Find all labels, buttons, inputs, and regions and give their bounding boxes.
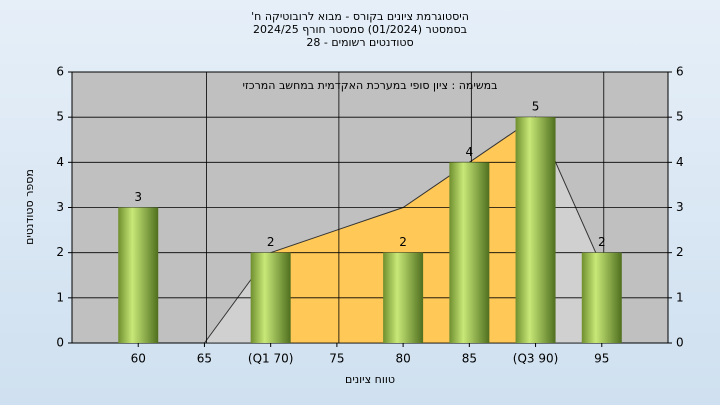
y-tick-label: 3 xyxy=(56,200,64,214)
x-tick-label: (Q1 70) xyxy=(248,352,294,366)
chart-title: היסטוגרמת ציונים בקורס - מבוא לרובוטיקה … xyxy=(251,10,469,23)
x-tick-label: 65 xyxy=(197,352,212,366)
y2-tick-label: 5 xyxy=(676,110,684,124)
chart-subtitle: בסמסטר (01/2024) סמסטר חורף 2024/25 xyxy=(253,23,467,36)
bar xyxy=(581,252,622,343)
y2-tick-label: 1 xyxy=(676,290,684,304)
y-axis-label: מספר סטודנטים xyxy=(23,169,36,245)
bar xyxy=(449,162,490,343)
data-label: 2 xyxy=(598,235,606,249)
bar xyxy=(118,207,159,343)
x-tick-label: 95 xyxy=(594,352,609,366)
data-label: 2 xyxy=(267,235,275,249)
x-tick-label: (Q3 90) xyxy=(513,352,559,366)
x-tick-label: 75 xyxy=(329,352,344,366)
y-tick-label: 2 xyxy=(56,245,64,259)
data-label: 2 xyxy=(399,235,407,249)
y-tick-label: 5 xyxy=(56,110,64,124)
y2-tick-label: 4 xyxy=(676,155,684,169)
y2-tick-label: 2 xyxy=(676,245,684,259)
data-label: 3 xyxy=(134,190,142,204)
y-tick-label: 6 xyxy=(56,65,64,79)
y2-tick-label: 3 xyxy=(676,200,684,214)
bar xyxy=(250,252,291,343)
bar xyxy=(383,252,424,343)
x-tick-label: 60 xyxy=(131,352,146,366)
x-axis-label: טווח ציונים xyxy=(345,373,395,386)
y-tick-label: 4 xyxy=(56,155,64,169)
annotation: במשימה : ציון סופי במערכת האקדמית במחשב … xyxy=(243,79,498,92)
y-tick-label: 0 xyxy=(56,336,64,350)
bar xyxy=(515,117,556,344)
chart-subtitle: סטודנטים רשומים - 28 xyxy=(306,36,413,49)
data-label: 4 xyxy=(466,145,474,159)
y-tick-label: 1 xyxy=(56,290,64,304)
data-label: 5 xyxy=(532,100,540,114)
y2-tick-label: 0 xyxy=(676,336,684,350)
y2-tick-label: 6 xyxy=(676,65,684,79)
x-tick-label: 80 xyxy=(395,352,410,366)
x-tick-label: 85 xyxy=(462,352,477,366)
